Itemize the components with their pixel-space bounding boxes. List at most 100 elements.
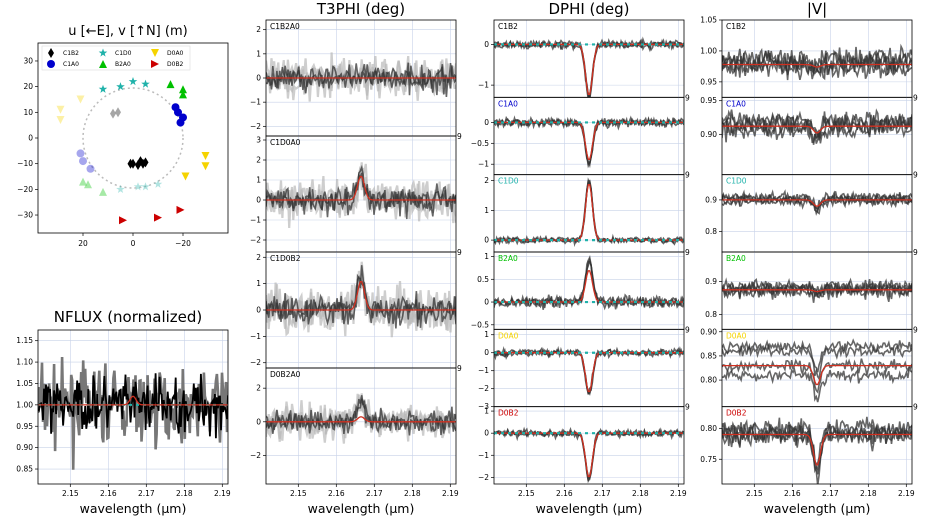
x-tick-label: 2.19 — [442, 489, 459, 498]
x-tick-label: 2.18 — [632, 489, 649, 498]
y-tick-label: 0.80 — [700, 424, 717, 433]
uv-point-C1D0 — [128, 77, 138, 86]
y-tick-label: 1 — [256, 49, 261, 58]
model-curve-C1A0 — [722, 125, 912, 134]
model-curve-B2A0 — [494, 270, 684, 303]
y-tick-label: 2 — [256, 253, 261, 262]
y-tick-label: 0.8 — [705, 310, 717, 319]
nflux-model — [38, 395, 228, 406]
y-tick-label: 0.85 — [700, 351, 717, 360]
uv-legend-marker-D0B2 — [151, 60, 159, 68]
spectrum-trace-B2A0 — [494, 255, 684, 310]
uv-x-tick-label: 0 — [131, 239, 136, 248]
uv-legend-marker-C1D0 — [98, 48, 108, 57]
y-tick-label: 2 — [256, 25, 261, 34]
column-title: T3PHI (deg) — [316, 0, 405, 18]
y-tick-label: −2 — [250, 451, 261, 460]
panel-traces — [494, 115, 684, 169]
uv-point-mirror-C1B2 — [115, 107, 121, 118]
uv-point-D0A0 — [181, 172, 190, 181]
y-tick-label: 0.9 — [705, 277, 717, 286]
uv-y-tick-label: 0 — [28, 134, 33, 143]
x-tick-label: 2.15 — [62, 489, 79, 498]
spectrum-trace-C1B2 — [722, 43, 912, 74]
y-tick-label: −1 — [478, 366, 489, 375]
uv-point-B2A0 — [166, 80, 175, 89]
panel-frame-C1B2 — [493, 19, 685, 98]
uv-x-tick-label: 20 — [78, 239, 88, 248]
y-tick-label: 1 — [484, 330, 489, 339]
panel-traces — [266, 261, 456, 338]
y-tick-label: −1 — [250, 98, 261, 107]
x-tick-label: 2.18 — [404, 489, 421, 498]
uv-title: u [←E], v [↑N] (m) — [68, 24, 187, 39]
uv-frame — [37, 42, 229, 234]
panel-label-C1B2A0: C1B2A0 — [270, 22, 300, 31]
y-tick-label: 0 — [484, 348, 489, 357]
uv-point-C1A0 — [176, 118, 185, 127]
y-tick-label: −1 — [478, 451, 489, 460]
y-tick-label: 2 — [256, 384, 261, 393]
uv-legend-label-B2A0: B2A0 — [115, 61, 131, 68]
model-curve-C1B2 — [722, 63, 912, 68]
x-tick-label: 2.15 — [746, 489, 763, 498]
panel-label-C1A0: C1A0 — [498, 99, 518, 108]
nflux-y-tick-label: 0.85 — [16, 465, 33, 474]
panel-traces — [722, 108, 912, 145]
y-tick-label: 0 — [484, 298, 489, 307]
x-tick-label: 2.19 — [214, 489, 231, 498]
uv-point-mirror-D0A0 — [56, 105, 65, 114]
panel-label-C1D0: C1D0 — [498, 177, 519, 186]
panel-label-C1B2: C1B2 — [498, 22, 518, 31]
uv-point-mirror-D0A0 — [76, 95, 85, 104]
panel-label-C1B2: C1B2 — [726, 22, 746, 31]
uv-legend-marker-C1A0 — [47, 60, 55, 68]
y-tick-label: 0 — [256, 417, 261, 426]
x-tick-label: 2.19 — [670, 489, 687, 498]
spectrum-trace-D0A0 — [722, 358, 912, 394]
nflux-y-tick-label: 1.15 — [16, 336, 33, 345]
offset-marker: 9 — [685, 248, 690, 257]
uv-point-mirror-C1D0 — [141, 182, 150, 191]
x-tick-label: 2.17 — [822, 489, 839, 498]
spectrum-trace-C1B2 — [494, 38, 684, 98]
model-curve-C1D0A0 — [266, 175, 456, 201]
uv-point-C1A0 — [174, 108, 182, 117]
y-tick-label: −2 — [250, 236, 261, 245]
y-tick-label: 3 — [256, 136, 261, 145]
offset-marker: 9 — [913, 93, 918, 102]
y-tick-label: 0.95 — [700, 77, 717, 86]
nflux-y-tick-label: 1.00 — [16, 400, 33, 409]
offset-marker: 9 — [457, 364, 462, 373]
uv-point-C1D0 — [116, 82, 125, 91]
spectrum-trace-D0B2 — [494, 426, 684, 481]
panel-traces — [494, 426, 684, 484]
panel-traces — [722, 189, 912, 216]
panel-frame-D0B2 — [493, 406, 685, 485]
uv-point-C1D0 — [141, 79, 150, 88]
panel-label-C1D0A0: C1D0A0 — [270, 138, 301, 147]
y-tick-label: 1 — [256, 279, 261, 288]
uv-x-tick-label: −20 — [175, 239, 191, 248]
y-tick-label: 0 — [256, 306, 261, 315]
panel-label-D0B2: D0B2 — [726, 409, 747, 418]
x-tick-label: 2.16 — [784, 489, 801, 498]
panel-label-B2A0: B2A0 — [726, 254, 746, 263]
offset-marker: 9 — [685, 325, 690, 334]
spectrum-trace-C1D0 — [494, 177, 684, 248]
uv-point-C1D0 — [98, 84, 108, 93]
uv-point-D0B2 — [154, 213, 162, 222]
uv-point-D0A0 — [201, 162, 210, 171]
uv-legend-marker-B2A0 — [99, 60, 107, 68]
y-tick-label: −2 — [250, 122, 261, 131]
offset-marker: 9 — [457, 132, 462, 141]
y-tick-label: 0.90 — [700, 327, 717, 336]
uv-y-tick-label: −20 — [17, 185, 33, 194]
uv-y-tick-label: 30 — [23, 56, 33, 65]
panel-label-C1D0B2: C1D0B2 — [270, 254, 301, 263]
x-tick-label: 2.16 — [100, 489, 117, 498]
uv-point-mirror-C1A0 — [76, 149, 85, 158]
spectrum-trace-C1B2 — [494, 36, 684, 98]
